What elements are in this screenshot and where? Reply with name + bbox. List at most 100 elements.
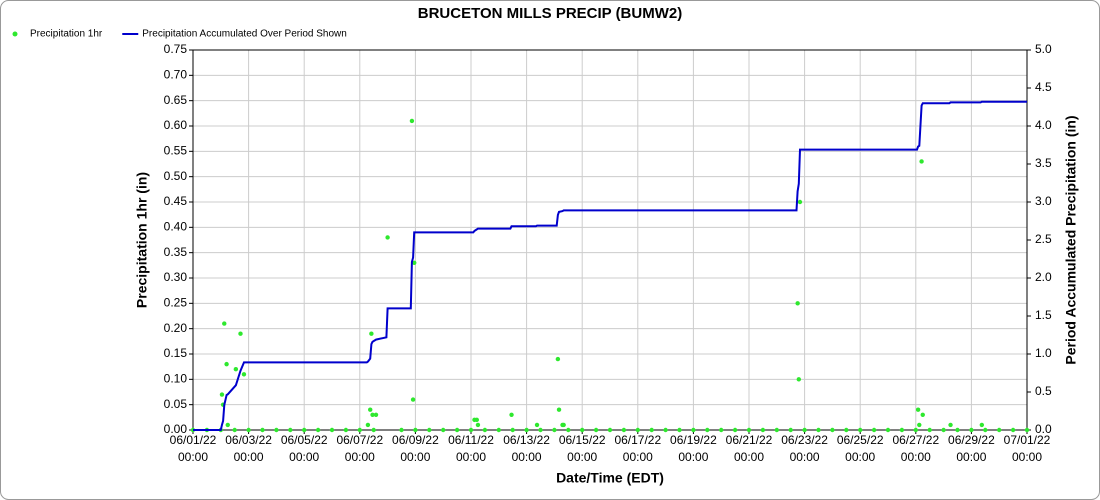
data-point [454,427,460,433]
data-point [232,427,237,433]
x-axis-label: Date/Time (EDT) [556,470,664,486]
data-point [561,422,566,428]
y-tick-label: 0.15 [164,346,188,360]
x-tick-label: 06/27/22 00:00 [892,433,940,464]
data-point [222,321,227,326]
data-point [816,427,821,433]
data-point [556,407,562,412]
y2-tick-label: 3.5 [1035,156,1052,170]
data-point [365,422,371,428]
x-tick-label: 06/07/22 00:00 [336,433,384,464]
data-point [474,417,479,423]
data-point [677,427,682,433]
y-tick-label: 0.20 [164,321,188,335]
data-point [412,260,417,265]
data-point [607,427,613,433]
y2-tick-label: 4.5 [1035,80,1052,94]
data-point [302,427,307,433]
data-point [566,427,571,433]
data-point [552,427,557,433]
data-point [555,356,561,362]
data-point [509,412,514,417]
data-point [538,427,543,433]
data-point [913,427,918,433]
y2-tick-label: 5.0 [1035,42,1052,56]
x-tick-label: 06/23/22 00:00 [781,433,828,464]
data-point [475,422,481,428]
data-point [593,427,599,433]
data-point [621,427,627,433]
y-tick-label: 0.60 [164,118,188,132]
legend-label: Precipitation Accumulated Over Period Sh… [142,29,347,40]
data-point [635,427,640,433]
y2-tick-label: 0.5 [1035,384,1052,398]
y-tick-label: 0.45 [164,194,188,208]
data-point [233,367,239,372]
data-point [468,427,474,433]
x-tick-label: 07/01/22 00:00 [1003,433,1051,464]
data-point [969,427,974,433]
data-point [246,427,251,433]
data-point [524,427,529,433]
data-point [427,427,432,433]
y2-tick-label: 4.0 [1035,118,1052,132]
data-point [885,427,891,433]
data-point [410,397,416,402]
x-tick-label: 06/15/22 00:00 [558,433,606,464]
data-point [899,427,905,433]
data-point [1010,427,1016,433]
y-tick-label: 0.50 [164,169,188,183]
data-point [795,301,800,306]
data-point [370,412,375,417]
x-tick-label: 06/13/22 00:00 [503,433,550,464]
data-point [796,377,802,382]
data-point [844,427,849,433]
data-point [917,422,922,428]
data-point [797,199,803,205]
y-tick-label: 0.00 [164,422,188,436]
data-point [919,159,924,164]
data-point [802,427,807,433]
data-point [760,427,766,433]
x-tick-label: 06/17/22 00:00 [614,433,662,464]
data-point [315,427,321,433]
y2-tick-label: 2.5 [1035,232,1052,246]
y2-tick-label: 0.0 [1035,422,1052,436]
data-point [399,427,404,433]
data-point [915,407,921,412]
x-tick-label: 06/03/22 00:00 [225,433,272,464]
data-point [371,427,376,433]
x-tick-label: 06/05/22 00:00 [280,433,328,464]
legend-marker [12,31,18,37]
data-point [858,427,863,433]
data-point [746,427,752,433]
y-tick-label: 0.25 [164,296,188,310]
data-point [788,427,793,433]
x-tick-label: 06/25/22 00:00 [836,433,884,464]
y-tick-label: 0.65 [164,93,188,107]
data-point [941,427,946,433]
data-point [369,331,374,336]
y-tick-label: 0.40 [164,220,188,234]
y-tick-label: 0.70 [164,68,188,82]
data-point [329,427,335,433]
y-axis-label: Precipitation 1hr (in) [134,172,150,308]
y-tick-label: 0.30 [164,270,188,284]
data-point [705,427,710,433]
data-point [274,427,279,433]
data-point [1024,427,1030,433]
y2-axis-label: Period Accumulated Precipitation (in) [1063,115,1079,364]
x-tick-label: 06/29/22 00:00 [948,433,995,464]
data-point [732,427,738,433]
data-point [238,331,243,336]
data-point [241,372,247,377]
data-point [871,427,877,433]
data-point [441,427,446,433]
y-tick-label: 0.55 [164,144,188,158]
y-tick-label: 0.10 [164,372,188,386]
data-point [343,427,349,433]
data-point [288,427,293,433]
data-line [193,100,1027,431]
data-point [920,412,925,417]
x-tick-label: 06/01/22 00:00 [169,433,217,464]
